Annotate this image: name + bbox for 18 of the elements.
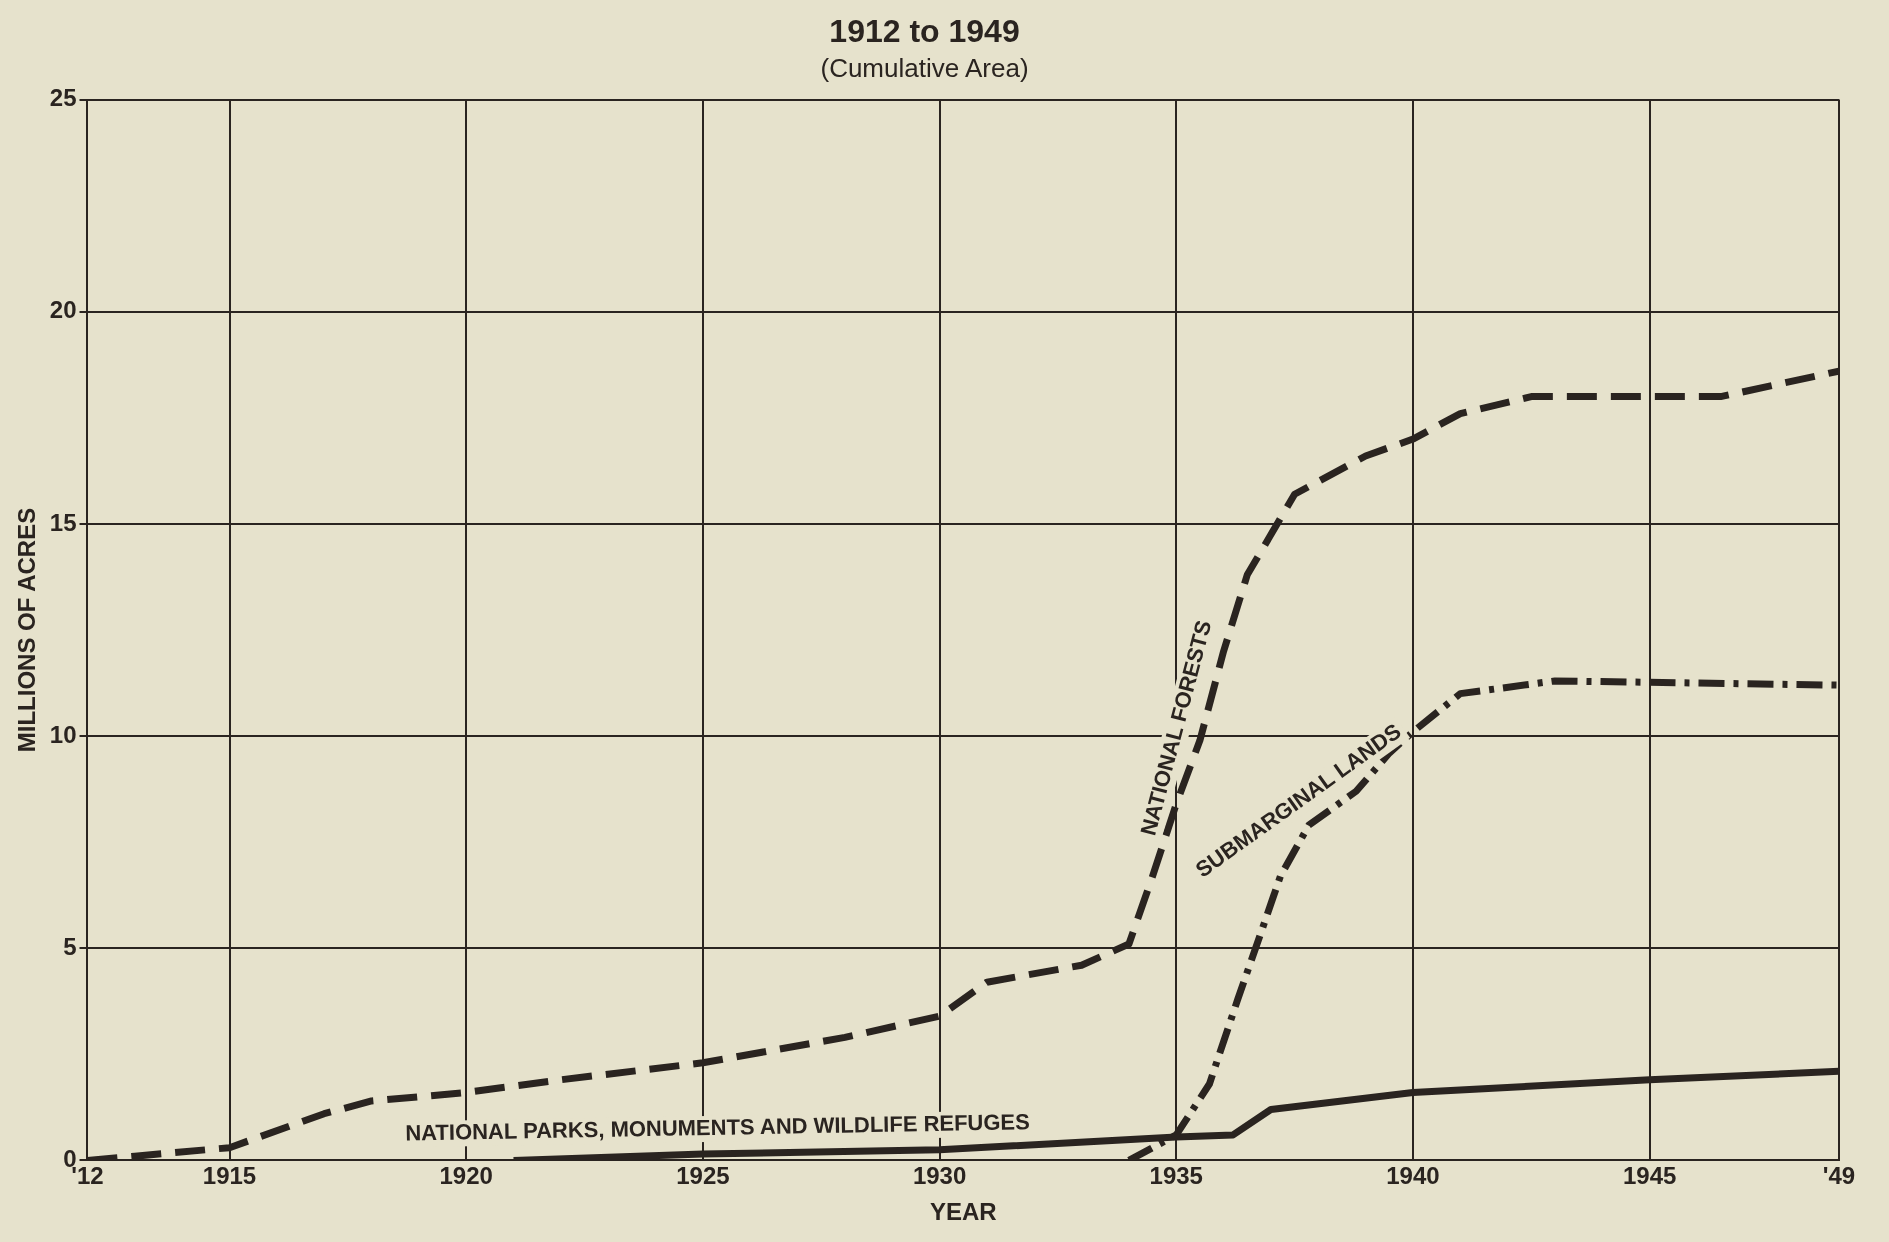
- y-tick-label: 5: [63, 932, 77, 960]
- chart-title: 1912 to 1949: [829, 13, 1020, 50]
- y-tick-label: 20: [49, 296, 77, 324]
- y-tick-label: 10: [49, 720, 77, 748]
- x-tick-label: 1920: [439, 1162, 493, 1190]
- x-tick-label: 1930: [912, 1162, 967, 1190]
- chart-subtitle: (Cumulative Area): [820, 53, 1029, 84]
- series-label: NATIONAL PARKS, MONUMENTS AND WILDLIFE REFUGES: [405, 1109, 1030, 1146]
- x-tick-label: 1915: [202, 1162, 257, 1190]
- x-tick-label: 1925: [676, 1162, 730, 1190]
- x-axis-title: YEAR: [929, 1198, 997, 1226]
- x-tick-label: 1940: [1386, 1162, 1440, 1190]
- x-tick-label: 1935: [1149, 1162, 1203, 1190]
- x-tick-label: 1945: [1622, 1162, 1677, 1190]
- y-tick-label: 15: [49, 508, 77, 536]
- x-tick-label: '49: [1822, 1162, 1856, 1190]
- y-axis-title: MILLIONS OF ACRES: [13, 507, 41, 753]
- y-tick-label: 25: [49, 84, 77, 112]
